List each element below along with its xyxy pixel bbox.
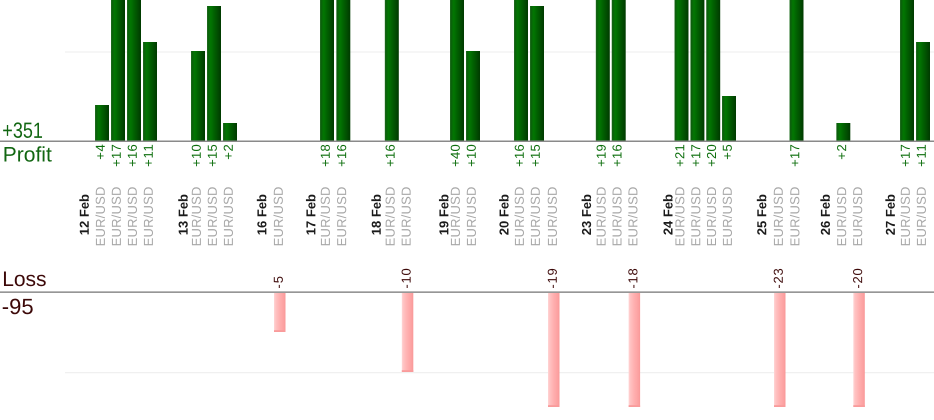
svg-text:+15: +15 xyxy=(528,144,543,167)
svg-text:+21: +21 xyxy=(672,144,687,167)
svg-text:+4: +4 xyxy=(93,144,108,159)
svg-text:+15: +15 xyxy=(205,144,220,167)
svg-text:-95: -95 xyxy=(2,294,34,319)
svg-text:Loss: Loss xyxy=(2,268,46,291)
svg-text:EUR/USD: EUR/USD xyxy=(383,187,398,247)
svg-text:+351: +351 xyxy=(2,118,43,143)
svg-text:EUR/USD: EUR/USD xyxy=(528,187,543,247)
svg-text:27 Feb: 27 Feb xyxy=(883,194,898,235)
svg-text:Profit: Profit xyxy=(3,144,52,167)
svg-text:+16: +16 xyxy=(383,144,398,167)
svg-text:+16: +16 xyxy=(125,144,140,167)
svg-text:EUR/USD: EUR/USD xyxy=(610,187,625,247)
svg-text:EUR/USD: EUR/USD xyxy=(189,187,204,247)
svg-text:EUR/USD: EUR/USD xyxy=(448,187,463,247)
svg-text:-19: -19 xyxy=(545,268,560,288)
svg-text:+16: +16 xyxy=(610,144,625,167)
svg-text:+17: +17 xyxy=(109,144,124,167)
svg-text:EUR/USD: EUR/USD xyxy=(125,187,140,247)
svg-text:+19: +19 xyxy=(594,144,609,167)
svg-text:+16: +16 xyxy=(512,144,527,167)
svg-text:+16: +16 xyxy=(334,144,349,167)
svg-text:EUR/USD: EUR/USD xyxy=(141,187,156,247)
svg-text:+11: +11 xyxy=(141,144,156,167)
svg-text:EUR/USD: EUR/USD xyxy=(545,187,560,247)
svg-text:EUR/USD: EUR/USD xyxy=(771,187,786,247)
svg-text:EUR/USD: EUR/USD xyxy=(898,187,913,247)
svg-text:+17: +17 xyxy=(898,144,913,167)
svg-text:18 Feb: 18 Feb xyxy=(369,194,384,235)
svg-text:EUR/USD: EUR/USD xyxy=(834,187,849,247)
svg-text:EUR/USD: EUR/USD xyxy=(594,187,609,247)
svg-text:24 Feb: 24 Feb xyxy=(660,194,675,235)
svg-text:EUR/USD: EUR/USD xyxy=(221,187,236,247)
svg-text:EUR/USD: EUR/USD xyxy=(464,187,479,247)
svg-text:+10: +10 xyxy=(464,144,479,167)
svg-text:-23: -23 xyxy=(771,268,786,288)
svg-text:26 Feb: 26 Feb xyxy=(818,194,833,235)
svg-text:+2: +2 xyxy=(834,144,849,159)
svg-text:-5: -5 xyxy=(271,276,286,289)
svg-text:+17: +17 xyxy=(688,144,703,167)
svg-text:-10: -10 xyxy=(399,268,414,288)
svg-text:+11: +11 xyxy=(914,144,929,167)
svg-text:+40: +40 xyxy=(448,144,463,167)
svg-text:EUR/USD: EUR/USD xyxy=(271,187,286,247)
svg-text:16 Feb: 16 Feb xyxy=(254,194,269,235)
svg-text:+20: +20 xyxy=(704,144,719,167)
svg-text:EUR/USD: EUR/USD xyxy=(914,187,929,247)
svg-text:EUR/USD: EUR/USD xyxy=(787,187,802,247)
svg-text:EUR/USD: EUR/USD xyxy=(720,187,735,247)
svg-text:EUR/USD: EUR/USD xyxy=(688,187,703,247)
svg-text:EUR/USD: EUR/USD xyxy=(399,187,414,247)
svg-text:+2: +2 xyxy=(221,144,236,159)
svg-text:12 Feb: 12 Feb xyxy=(77,194,92,235)
svg-text:17 Feb: 17 Feb xyxy=(303,194,318,235)
svg-text:20 Feb: 20 Feb xyxy=(496,194,511,235)
svg-text:EUR/USD: EUR/USD xyxy=(318,187,333,247)
svg-text:EUR/USD: EUR/USD xyxy=(704,187,719,247)
svg-text:EUR/USD: EUR/USD xyxy=(109,187,124,247)
svg-text:13 Feb: 13 Feb xyxy=(176,194,191,235)
svg-text:EUR/USD: EUR/USD xyxy=(512,187,527,247)
svg-text:23 Feb: 23 Feb xyxy=(579,194,594,235)
svg-text:25 Feb: 25 Feb xyxy=(754,194,769,235)
svg-text:-18: -18 xyxy=(625,268,640,288)
svg-text:EUR/USD: EUR/USD xyxy=(672,187,687,247)
svg-text:19 Feb: 19 Feb xyxy=(436,194,451,235)
svg-text:+10: +10 xyxy=(189,144,204,167)
svg-text:-20: -20 xyxy=(850,268,865,288)
svg-text:EUR/USD: EUR/USD xyxy=(205,187,220,247)
svg-text:+18: +18 xyxy=(318,144,333,167)
svg-text:EUR/USD: EUR/USD xyxy=(850,187,865,247)
svg-text:EUR/USD: EUR/USD xyxy=(93,187,108,247)
svg-text:+17: +17 xyxy=(787,144,802,167)
svg-text:EUR/USD: EUR/USD xyxy=(334,187,349,247)
svg-text:EUR/USD: EUR/USD xyxy=(625,187,640,247)
svg-text:+5: +5 xyxy=(720,144,735,159)
